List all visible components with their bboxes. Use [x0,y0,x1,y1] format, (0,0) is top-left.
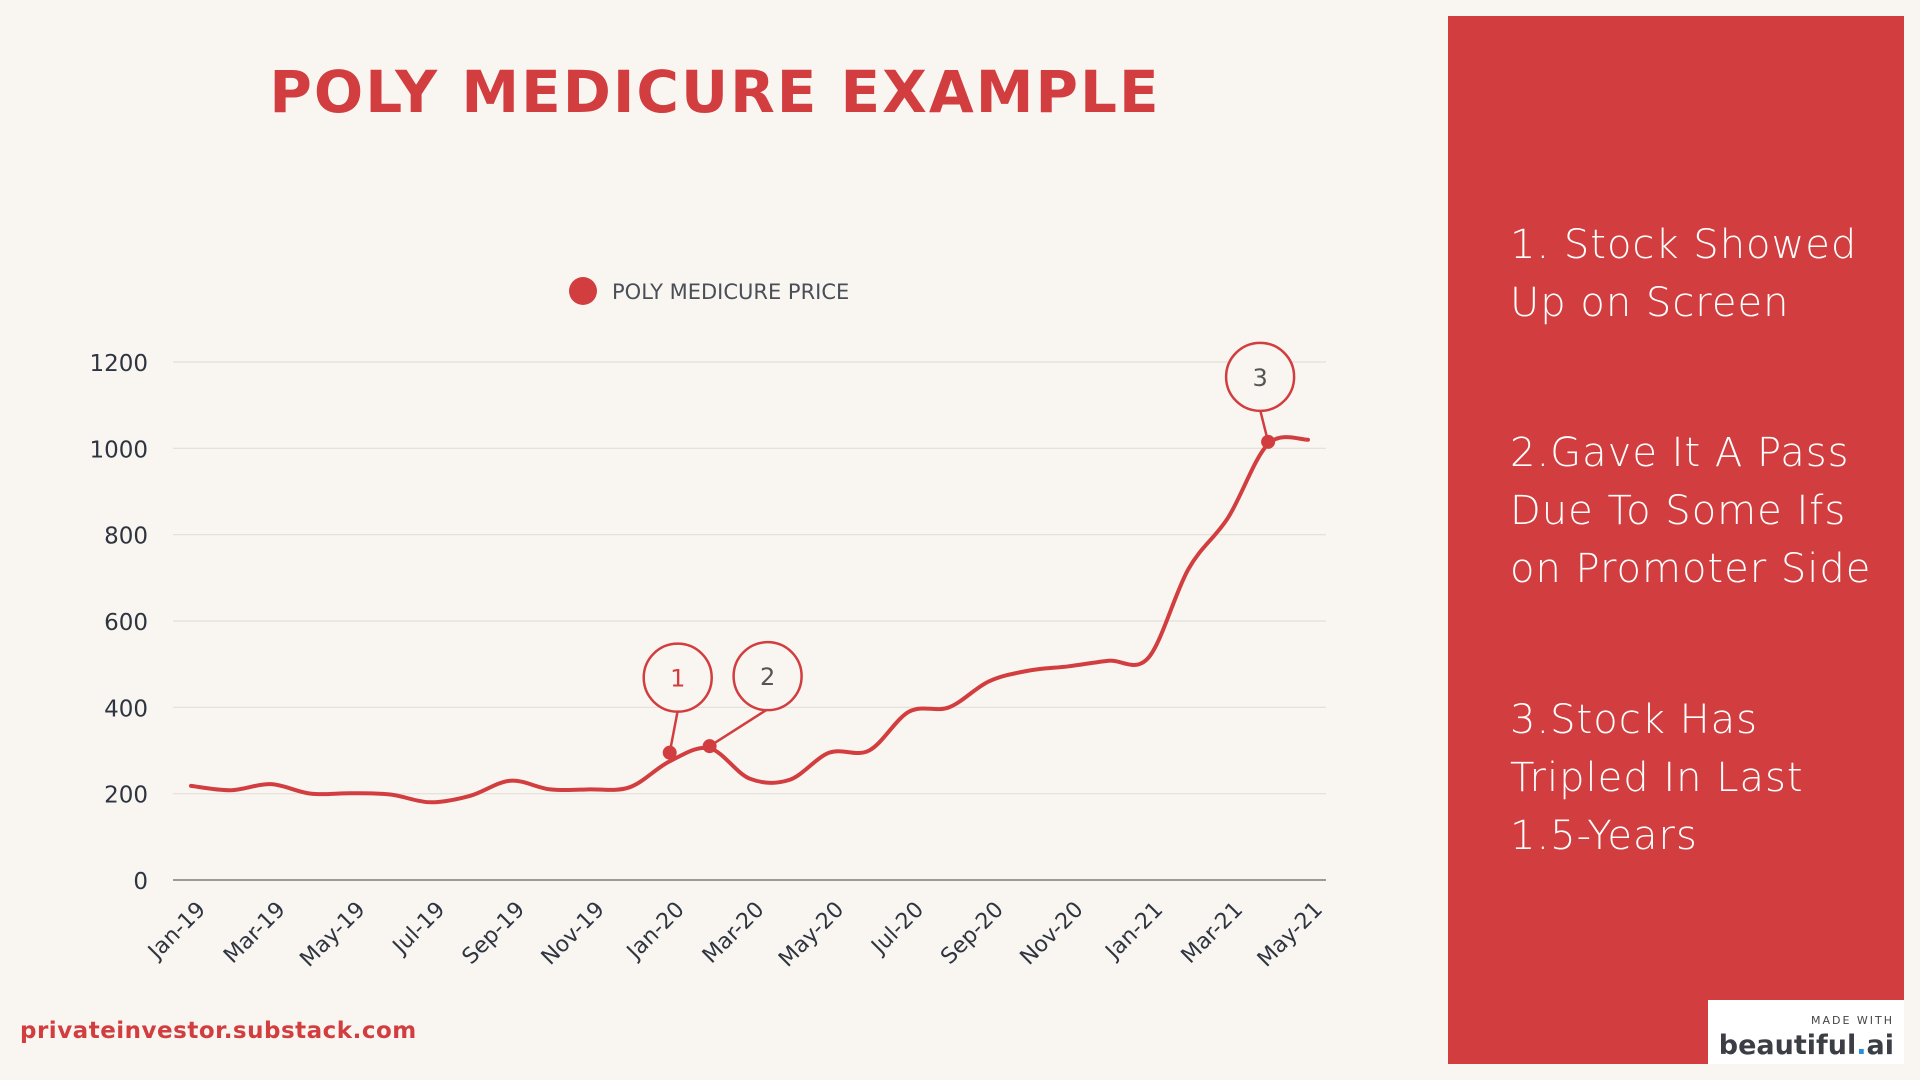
annotation-label: 2 [760,663,775,691]
series-line-poly-medicure [189,435,1310,805]
x-tick-label: Nov-19 [537,897,610,970]
x-tick-label: Nov-20 [1016,897,1089,970]
y-tick-label: 1200 [89,351,148,377]
chart-grid [173,361,1326,881]
side-item-3: 3.Stock Has Tripled In Last 1.5-Years [1510,697,1804,859]
annotation-label: 1 [670,665,685,693]
x-tick-label: Sep-19 [458,897,530,969]
side-item-1: 1. Stock Showed Up on Screen [1510,222,1858,326]
chart-legend: POLY MEDICURE PRICE [569,277,849,305]
side-item-2: 2.Gave It A Pass Due To Some Ifs on Prom… [1510,430,1872,592]
badge-made-with: MADE WITH [1810,1014,1894,1027]
x-tick-label: Jul-19 [387,897,450,960]
x-tick-label: Jan-21 [1100,897,1168,965]
y-tick-label: 800 [104,524,148,550]
x-tick-label: Jul-20 [866,897,929,960]
x-tick-label: Mar-19 [219,897,290,968]
x-tick-label: Mar-21 [1177,897,1248,968]
legend-label: POLY MEDICURE PRICE [612,280,849,304]
annotation-leader [708,708,769,748]
y-tick-label: 200 [104,783,148,809]
annotation-layer: 1 2 3 [642,341,1296,760]
x-tick-label: May-21 [1253,897,1328,972]
badge-brand-suffix: ai [1866,1030,1894,1061]
footer-link[interactable]: privateinvestor.substack.com [20,1018,417,1044]
y-tick-label: 1000 [89,437,148,463]
legend-marker [569,277,597,305]
price-line-chart: POLY MEDICURE PRICE 02004006008001000120… [89,277,1328,972]
x-tick-label: Jan-19 [142,897,210,965]
x-tick-label: May-19 [295,897,370,972]
x-axis: Jan-19 Mar-19 May-19 Jul-19 Sep-19 Nov-19 Jan-… [142,897,1327,972]
x-tick-label: Jan-20 [621,897,689,965]
y-axis: 0 200 400 600 800 1000 1200 [89,351,148,895]
badge-brand-dot: . [1856,1030,1867,1061]
annotation-bubble [1224,341,1296,413]
annotation-point [662,745,677,760]
annotation-point [702,739,717,754]
x-tick-label: Sep-20 [936,897,1008,969]
annotation-point [1261,434,1276,449]
annotation-leader [668,710,679,753]
x-tick-label: Mar-20 [698,897,769,968]
x-tick-label: May-20 [774,897,849,972]
y-tick-label: 400 [104,696,148,722]
y-tick-label: 600 [104,610,148,636]
badge-brand: beautiful.ai [1719,1030,1894,1061]
y-tick-label: 0 [133,869,148,895]
series-layer [189,435,1310,805]
annotation-bubble [642,642,713,713]
page-title: POLY MEDICURE EXAMPLE [269,58,1161,126]
made-with-badge[interactable]: MADE WITH beautiful.ai [1708,1000,1904,1064]
annotation-bubble [732,640,803,712]
side-panel: 1. Stock Showed Up on Screen 2.Gave It A… [1448,16,1904,1064]
badge-brand-main: beautiful [1718,1030,1857,1061]
annotation-label: 3 [1252,364,1267,392]
